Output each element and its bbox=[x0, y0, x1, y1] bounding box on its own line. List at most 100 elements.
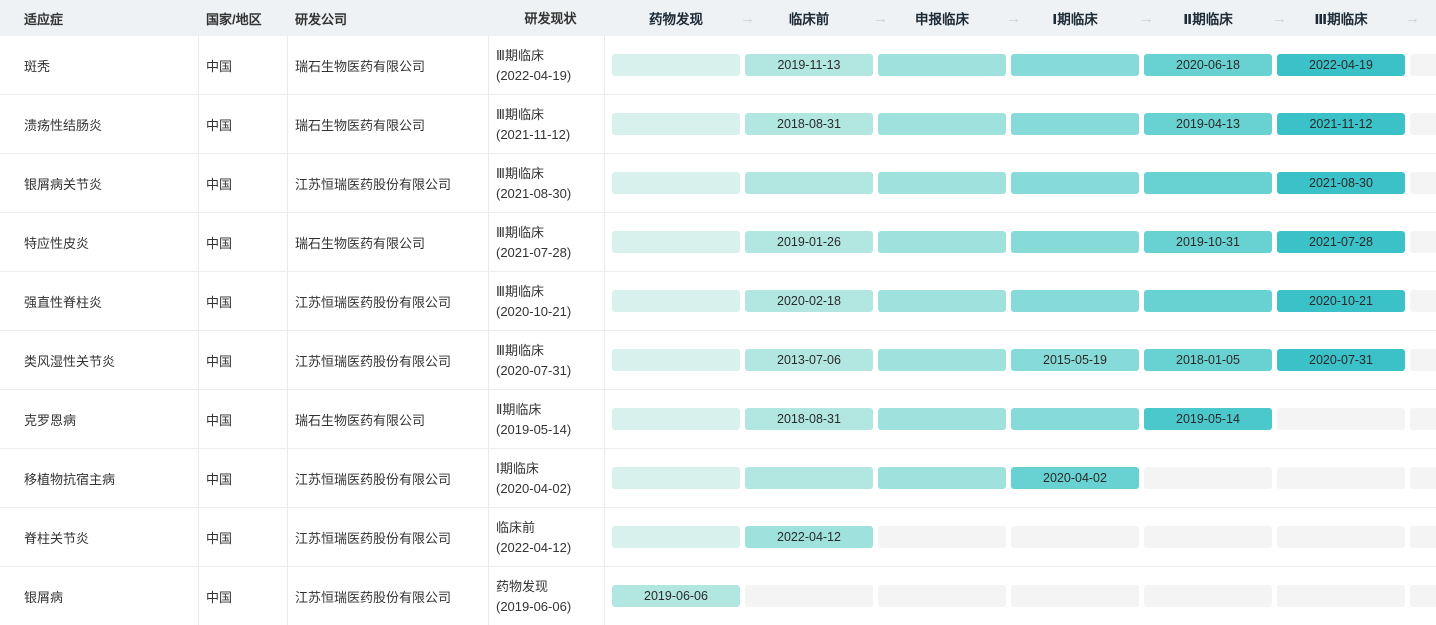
stage-column-label: 药物发现 bbox=[649, 12, 703, 27]
stage-column-header: Ⅱ期临床 → bbox=[1144, 8, 1287, 28]
stage-segment bbox=[612, 526, 740, 548]
stage-segment bbox=[1011, 408, 1139, 430]
stage-segment bbox=[1144, 172, 1272, 194]
country-cell: 中国 bbox=[199, 390, 288, 448]
stage-segment-date: 2015-05-19 bbox=[1011, 349, 1139, 371]
company-cell: 瑞石生物医药有限公司 bbox=[288, 36, 489, 94]
company-cell: 瑞石生物医药有限公司 bbox=[288, 390, 489, 448]
company-cell: 江苏恒瑞医药股份有限公司 bbox=[288, 567, 489, 625]
status-date-label: (2021-11-12) bbox=[496, 126, 571, 142]
stage-segment bbox=[1144, 290, 1272, 312]
stage-segment bbox=[1277, 467, 1405, 489]
column-header-status: 研发现状 bbox=[524, 10, 577, 26]
stage-segment bbox=[1144, 526, 1272, 548]
arrow-right-icon: → bbox=[740, 9, 755, 27]
status-cell: Ⅲ期临床 (2020-07-31) bbox=[489, 331, 605, 389]
table-header: 适应症 国家/地区 研发公司 研发现状 药物发现 → 临床前 → 申报临床 → Ⅰ期临床 → Ⅱ… bbox=[0, 0, 1436, 36]
stage-segment-date: 2013-07-06 bbox=[745, 349, 873, 371]
stage-segment-date: 2020-02-18 bbox=[745, 290, 873, 312]
status-stage-label: Ⅲ期临床 bbox=[496, 47, 544, 63]
status-stage-label: Ⅲ期临床 bbox=[496, 283, 544, 299]
stage-segment bbox=[878, 585, 1006, 607]
country-cell: 中国 bbox=[199, 331, 288, 389]
stage-segment bbox=[1144, 467, 1272, 489]
stage-bar: 2018-08-31 2019-05-14 bbox=[605, 390, 1436, 448]
stage-column-label: 申报临床 bbox=[915, 12, 969, 27]
stage-segment bbox=[878, 408, 1006, 430]
stage-segment-date: 2021-08-30 bbox=[1277, 172, 1405, 194]
status-cell: 临床前 (2022-04-12) bbox=[489, 508, 605, 566]
status-date-label: (2019-06-06) bbox=[496, 598, 572, 614]
stage-segment bbox=[612, 113, 740, 135]
stage-segment bbox=[612, 54, 740, 76]
stage-column-label: 临床前 bbox=[788, 12, 830, 27]
status-stage-label: 药物发现 bbox=[496, 578, 549, 594]
stage-segment bbox=[878, 172, 1006, 194]
company-cell: 江苏恒瑞医药股份有限公司 bbox=[288, 331, 489, 389]
status-stage-label: Ⅲ期临床 bbox=[496, 165, 544, 181]
status-date-label: (2021-07-28) bbox=[496, 244, 572, 260]
stage-column-label: Ⅰ期临床 bbox=[1052, 12, 1098, 27]
stage-segment bbox=[1011, 54, 1139, 76]
stage-segment bbox=[612, 349, 740, 371]
stage-bar: 2019-01-26 2019-10-31 2021-07-28 bbox=[605, 213, 1436, 271]
stage-segment bbox=[1277, 526, 1405, 548]
table-row[interactable]: 克罗恩病 中国 瑞石生物医药有限公司 Ⅱ期临床 (2019-05-14) 2018-08-… bbox=[0, 390, 1436, 449]
stage-segment-overflow bbox=[1410, 585, 1436, 607]
stage-segment bbox=[1011, 172, 1139, 194]
stage-segment-overflow bbox=[1410, 408, 1436, 430]
stage-column-label: Ⅱ期临床 bbox=[1183, 12, 1233, 27]
table-row[interactable]: 移植物抗宿主病 中国 江苏恒瑞医药股份有限公司 Ⅰ期临床 (2020-04-02) 202… bbox=[0, 449, 1436, 508]
table-row[interactable]: 银屑病关节炎 中国 江苏恒瑞医药股份有限公司 Ⅲ期临床 (2021-08-30) 2021… bbox=[0, 154, 1436, 213]
arrow-right-icon: → bbox=[1405, 9, 1420, 27]
company-cell: 江苏恒瑞医药股份有限公司 bbox=[288, 272, 489, 330]
table-body: 斑秃 中国 瑞石生物医药有限公司 Ⅲ期临床 (2022-04-19) 2019-11-13… bbox=[0, 36, 1436, 625]
country-cell: 中国 bbox=[199, 154, 288, 212]
stage-segment-date: 2020-04-02 bbox=[1011, 467, 1139, 489]
stage-segment-date: 2018-08-31 bbox=[745, 113, 873, 135]
stage-segment bbox=[1144, 585, 1272, 607]
country-cell: 中国 bbox=[199, 95, 288, 153]
stage-bar: 2021-08-30 bbox=[605, 154, 1436, 212]
stage-segment-overflow bbox=[1410, 349, 1436, 371]
table-row[interactable]: 溃疡性结肠炎 中国 瑞石生物医药有限公司 Ⅲ期临床 (2021-11-12) 2018-0… bbox=[0, 95, 1436, 154]
stage-segment-date: 2020-07-31 bbox=[1277, 349, 1405, 371]
column-header-company: 研发公司 bbox=[295, 11, 348, 27]
table-row[interactable]: 特应性皮炎 中国 瑞石生物医药有限公司 Ⅲ期临床 (2021-07-28) 2019-01… bbox=[0, 213, 1436, 272]
stage-segment-date: 2019-06-06 bbox=[612, 585, 740, 607]
stage-segment bbox=[1011, 585, 1139, 607]
stage-segment bbox=[612, 231, 740, 253]
stage-segment bbox=[878, 290, 1006, 312]
stage-segment bbox=[1011, 113, 1139, 135]
arrow-right-icon: → bbox=[873, 9, 888, 27]
stage-segment-date: 2019-11-13 bbox=[745, 54, 873, 76]
stage-segment bbox=[612, 467, 740, 489]
status-date-label: (2019-05-14) bbox=[496, 421, 572, 437]
table-row[interactable]: 脊柱关节炎 中国 江苏恒瑞医药股份有限公司 临床前 (2022-04-12) 2022-0… bbox=[0, 508, 1436, 567]
status-date-label: (2020-04-02) bbox=[496, 480, 572, 496]
status-cell: 药物发现 (2019-06-06) bbox=[489, 567, 605, 625]
indication-cell: 类风湿性关节炎 bbox=[0, 331, 199, 389]
status-stage-label: Ⅲ期临床 bbox=[496, 106, 544, 122]
country-cell: 中国 bbox=[199, 272, 288, 330]
country-cell: 中国 bbox=[199, 508, 288, 566]
table-row[interactable]: 强直性脊柱炎 中国 江苏恒瑞医药股份有限公司 Ⅲ期临床 (2020-10-21) 2020… bbox=[0, 272, 1436, 331]
stage-segment-date: 2021-07-28 bbox=[1277, 231, 1405, 253]
column-header-indication: 适应症 bbox=[24, 11, 64, 27]
indication-cell: 斑秃 bbox=[0, 36, 199, 94]
indication-cell: 脊柱关节炎 bbox=[0, 508, 199, 566]
stage-segment bbox=[1011, 290, 1139, 312]
status-date-label: (2022-04-19) bbox=[496, 67, 572, 83]
stage-bar: 2020-04-02 bbox=[605, 449, 1436, 507]
stage-column-header: Ⅲ期临床 → bbox=[1277, 8, 1420, 28]
arrow-right-icon: → bbox=[1006, 9, 1021, 27]
table-row[interactable]: 银屑病 中国 江苏恒瑞医药股份有限公司 药物发现 (2019-06-06) 2019-06… bbox=[0, 567, 1436, 625]
company-cell: 瑞石生物医药有限公司 bbox=[288, 95, 489, 153]
stage-segment-date: 2021-11-12 bbox=[1277, 113, 1405, 135]
status-cell: Ⅲ期临床 (2021-08-30) bbox=[489, 154, 605, 212]
stage-segment-overflow bbox=[1410, 231, 1436, 253]
table-row[interactable]: 斑秃 中国 瑞石生物医药有限公司 Ⅲ期临床 (2022-04-19) 2019-11-13… bbox=[0, 36, 1436, 95]
table-row[interactable]: 类风湿性关节炎 中国 江苏恒瑞医药股份有限公司 Ⅲ期临床 (2020-07-31) 201… bbox=[0, 331, 1436, 390]
stage-segment bbox=[612, 408, 740, 430]
